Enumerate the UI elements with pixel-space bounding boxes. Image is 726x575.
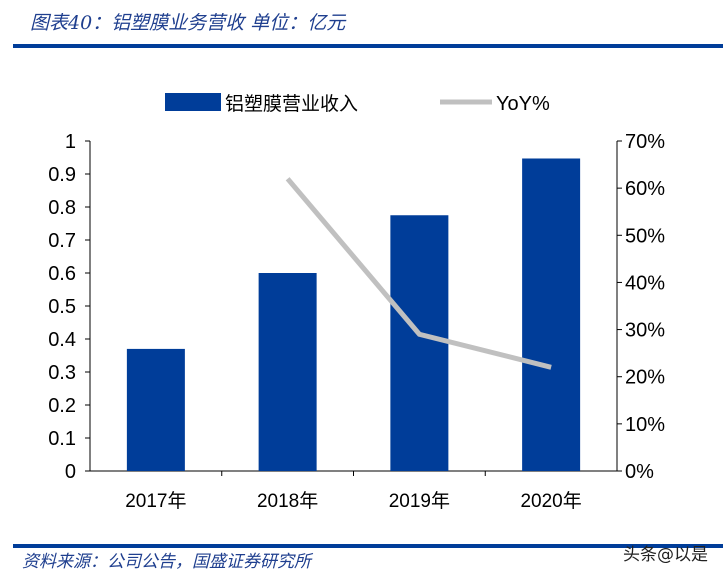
legend-label-line: YoY%	[496, 93, 550, 115]
y-tick-label: 0.4	[48, 329, 76, 351]
y-tick-label: 1	[65, 131, 76, 153]
bar	[390, 215, 449, 471]
y-tick-label: 0.2	[48, 395, 76, 417]
bar	[258, 273, 317, 471]
x-tick-label: 2017年	[125, 490, 186, 512]
y2-tick-label: 50%	[625, 225, 665, 247]
watermark: 头条@以是	[623, 545, 708, 565]
x-tick-label: 2018年	[257, 490, 318, 512]
bottom-rule	[13, 544, 723, 548]
x-tick-label: 2019年	[389, 490, 450, 512]
legend-label-bar: 铝塑膜营业收入	[225, 93, 358, 115]
bar	[126, 348, 185, 471]
yoy-line	[285, 177, 552, 370]
y-tick-label: 0	[65, 461, 76, 483]
y2-tick-label: 40%	[625, 272, 665, 294]
y2-tick-label: 60%	[625, 178, 665, 200]
y2-tick-label: 30%	[625, 320, 665, 342]
y2-tick-label: 20%	[625, 367, 665, 389]
y-tick-label: 0.5	[48, 296, 76, 318]
source-note: 资料来源：公司公告，国盛证券研究所	[22, 552, 311, 572]
y2-tick-label: 0%	[625, 461, 654, 483]
chart-title: 图表40：铝塑膜业务营收 单位：亿元	[30, 12, 346, 34]
y-tick-label: 0.8	[48, 197, 76, 219]
y2-tick-label: 70%	[625, 131, 665, 153]
y-tick-label: 0.7	[48, 230, 76, 252]
legend-swatch-bar	[165, 93, 221, 111]
y-tick-label: 0.3	[48, 362, 76, 384]
y2-tick-label: 10%	[625, 414, 665, 436]
bar	[522, 158, 581, 472]
y-tick-label: 0.9	[48, 164, 76, 186]
y-tick-label: 0.6	[48, 263, 76, 285]
top-rule	[13, 44, 723, 48]
x-tick-label: 2020年	[520, 490, 581, 512]
y-tick-label: 0.1	[48, 428, 76, 450]
